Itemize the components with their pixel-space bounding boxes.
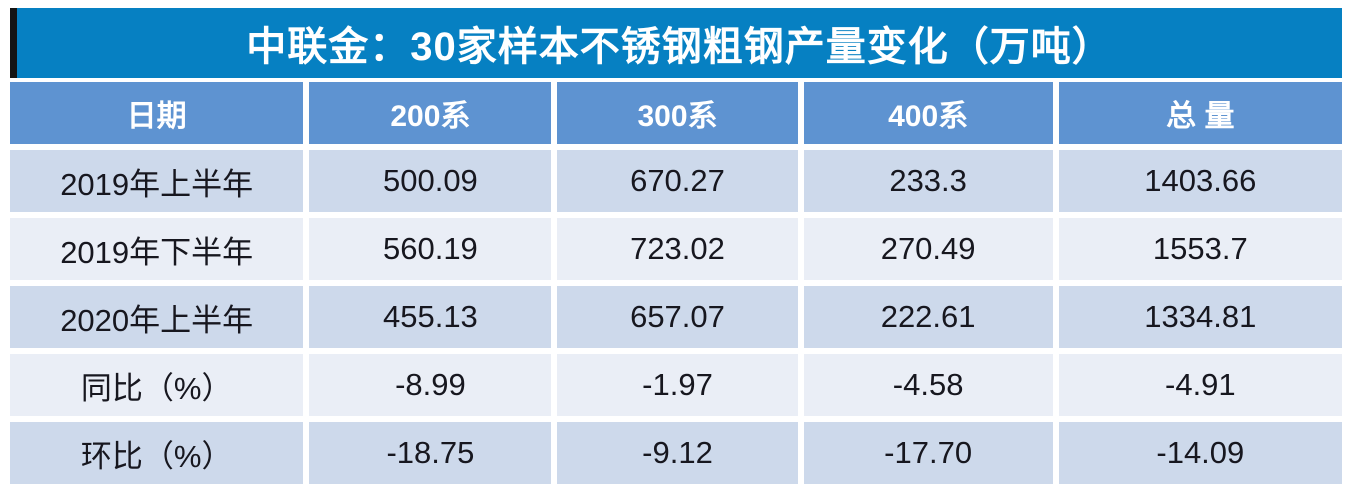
row-label: 2019年下半年	[10, 218, 304, 280]
row-label: 同比（%）	[10, 354, 304, 416]
table-cell: 222.61	[803, 286, 1053, 348]
production-table: 日期 200系 300系 400系 总 量 2019年上半年 500.09 67…	[10, 82, 1342, 484]
row-label: 2020年上半年	[10, 286, 304, 348]
table-cell: 270.49	[803, 218, 1053, 280]
column-header-total: 总 量	[1058, 82, 1342, 144]
table-cell: -4.91	[1058, 354, 1342, 416]
table-cell: 455.13	[309, 286, 552, 348]
table-cell: -4.58	[803, 354, 1053, 416]
table-cell: -18.75	[309, 422, 552, 484]
column-header-300: 300系	[557, 82, 798, 144]
table-cell: 1403.66	[1058, 150, 1342, 212]
row-label: 2019年上半年	[10, 150, 304, 212]
table-cell: 233.3	[803, 150, 1053, 212]
table-cell: -9.12	[557, 422, 798, 484]
table-cell: -17.70	[803, 422, 1053, 484]
table-cell: -14.09	[1058, 422, 1342, 484]
column-header-400: 400系	[803, 82, 1053, 144]
table-cell: -1.97	[557, 354, 798, 416]
table-cell: -8.99	[309, 354, 552, 416]
table-cell: 1334.81	[1058, 286, 1342, 348]
table-cell: 500.09	[309, 150, 552, 212]
column-header-200: 200系	[309, 82, 552, 144]
row-label: 环比（%）	[10, 422, 304, 484]
column-header-date: 日期	[10, 82, 304, 144]
table-cell: 560.19	[309, 218, 552, 280]
table-cell: 670.27	[557, 150, 798, 212]
table-title-bar: 中联金：30家样本不锈钢粗钢产量变化（万吨）	[10, 8, 1342, 78]
table-cell: 1553.7	[1058, 218, 1342, 280]
page-title: 中联金：30家样本不锈钢粗钢产量变化（万吨）	[246, 25, 1113, 69]
table-cell: 723.02	[557, 218, 798, 280]
table-cell: 657.07	[557, 286, 798, 348]
